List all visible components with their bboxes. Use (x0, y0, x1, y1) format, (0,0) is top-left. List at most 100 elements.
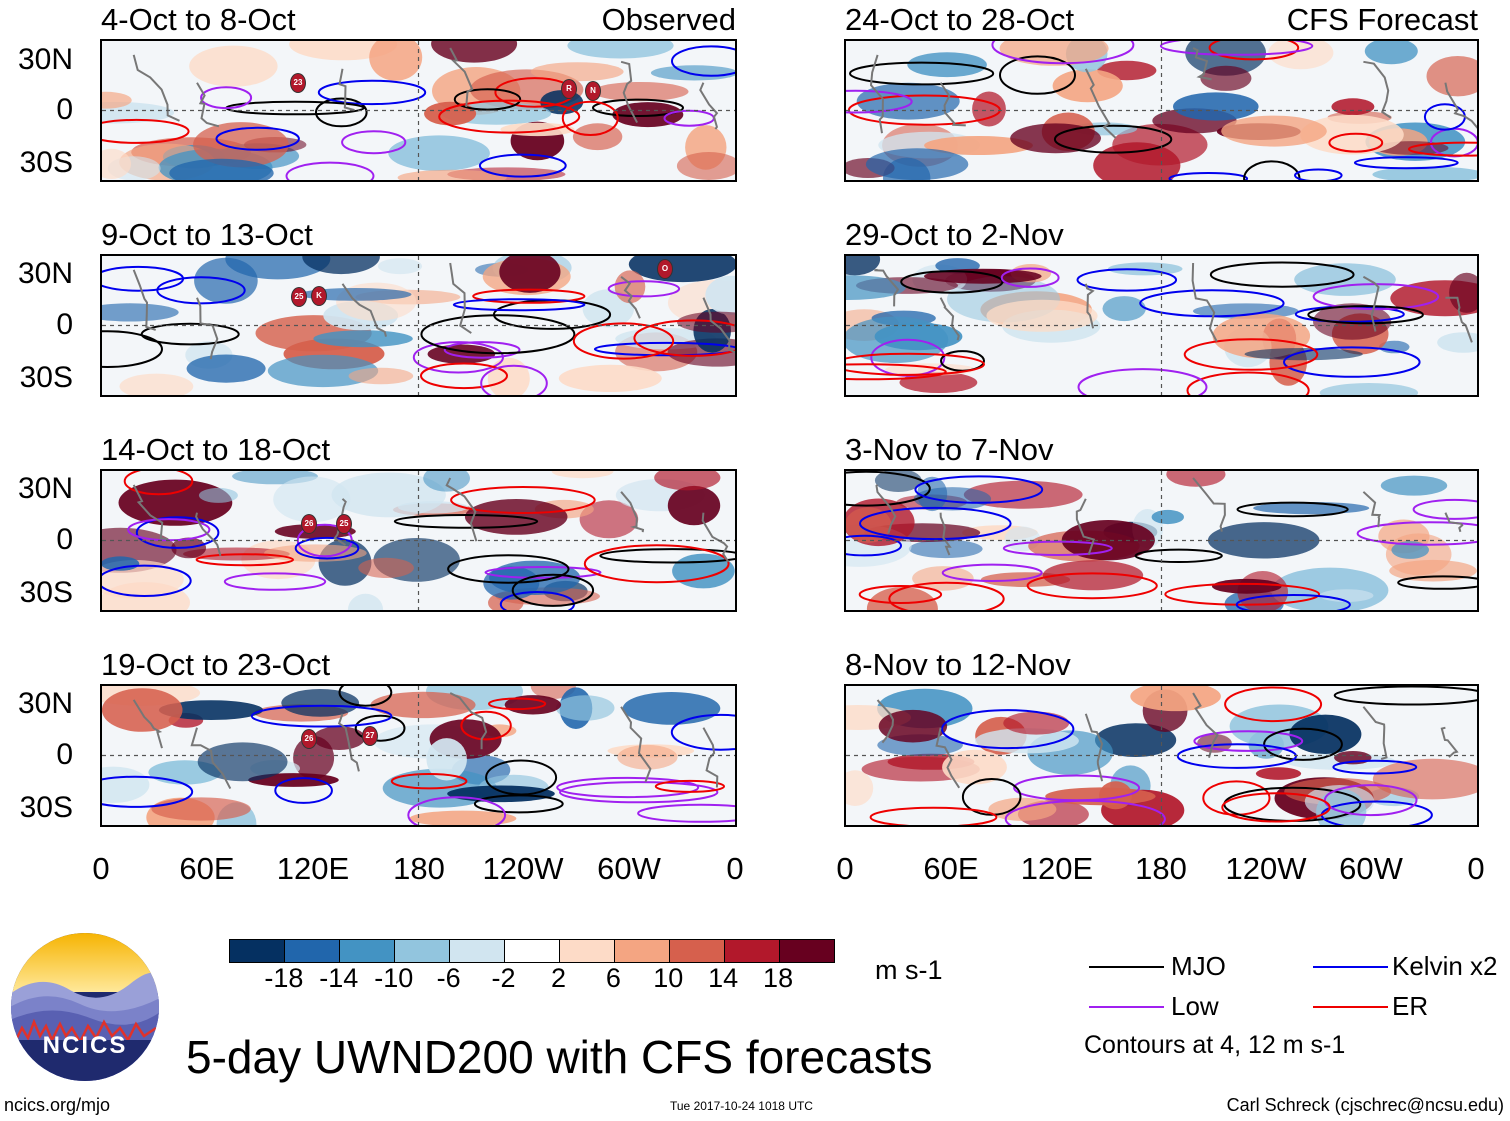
contour-line (561, 100, 619, 137)
panel-title-obs-1: 4-Oct to 8-Oct (101, 2, 296, 37)
legend-line-mjo (1089, 966, 1164, 968)
wind-anomaly-blob (102, 91, 132, 109)
wind-anomaly-blob (499, 256, 561, 293)
coastline (876, 692, 1459, 789)
contour-line (390, 773, 468, 790)
contour-line (637, 803, 735, 823)
wind-anomaly-blob (999, 41, 1109, 66)
contour-line (888, 581, 1005, 610)
contour-line (1407, 141, 1477, 157)
colorbar-tick-label: -18 (264, 963, 304, 993)
wind-anomaly-blob (650, 65, 735, 81)
contour-line (450, 486, 596, 514)
contour-line (859, 506, 1012, 541)
contour-line (1353, 156, 1459, 170)
contour-line (559, 781, 719, 804)
wind-anomaly-blob (1095, 723, 1177, 757)
contour-line (670, 713, 735, 751)
colorbar-swatch (230, 940, 285, 962)
contour-line (420, 314, 576, 355)
wind-anomaly-blob (369, 41, 423, 81)
wind-anomaly-blob (102, 688, 183, 732)
contour-line (478, 153, 567, 178)
contour-line (1077, 368, 1208, 395)
contour-line (914, 475, 1044, 504)
wind-anomaly-blob (1166, 471, 1226, 487)
map-forecast-1 (844, 39, 1479, 182)
wind-anomaly-blob (431, 41, 518, 63)
contour-line (1209, 261, 1355, 288)
contour-line (215, 126, 300, 151)
map-field (846, 471, 1477, 610)
contour-line (102, 564, 192, 597)
wind-anomaly-blob (988, 797, 1057, 821)
panel-title-fcst-1: 24-Oct to 28-Oct (845, 2, 1075, 37)
wind-anomaly-blob (347, 593, 384, 610)
contour-line (315, 97, 368, 128)
colorbar-tick-label: -6 (436, 963, 461, 993)
lon-label-0-end: 0 (726, 851, 744, 886)
wind-anomaly-blob (348, 367, 414, 385)
coastline (132, 692, 719, 790)
wind-anomaly-blob (267, 354, 379, 388)
wind-anomaly-blob (194, 257, 258, 304)
ncics-logo: NCICS (10, 932, 160, 1082)
wind-anomaly-blob (274, 524, 356, 539)
wind-anomaly-blob (151, 797, 251, 821)
legend-label-er: ER (1392, 991, 1429, 1021)
wind-anomaly-blob (273, 476, 351, 523)
tropical-storm-marker: 23 (290, 73, 306, 93)
wind-anomaly-blob (1151, 509, 1184, 525)
lon-label-60w: 60W (597, 851, 661, 886)
colorbar-tick-label: 10 (653, 963, 684, 993)
contour-line (1307, 305, 1424, 325)
map-field (846, 41, 1477, 180)
contour-line (1208, 41, 1300, 61)
contour-line (223, 572, 327, 591)
legend-line-low (1089, 1006, 1164, 1008)
map-observed-4 (100, 684, 737, 827)
contour-line (1236, 501, 1349, 518)
wind-anomaly-blob (1364, 41, 1418, 65)
contour-line (858, 585, 943, 604)
contour-line (393, 514, 539, 529)
colorbar-swatch (285, 940, 340, 962)
colorbar-swatch (780, 940, 834, 962)
contour-line (274, 777, 333, 804)
wind-anomaly-blob (299, 288, 412, 301)
wind-anomaly-blob (1102, 296, 1146, 322)
lon-label-180: 180 (1135, 851, 1187, 886)
contour-line (1356, 521, 1477, 546)
contour-line (1412, 498, 1477, 520)
wind-anomaly-blob (551, 471, 614, 479)
colorbar-swatch (450, 940, 505, 962)
colorbar-tick-label: 18 (763, 963, 794, 993)
map-forecast-4 (844, 684, 1479, 827)
legend-note: Contours at 4, 12 m s-1 (1084, 1031, 1346, 1059)
contour-line (991, 41, 1135, 65)
contour-line (473, 794, 564, 814)
wind-anomaly-blob (119, 373, 194, 395)
contour-line (1004, 799, 1166, 825)
wind-anomaly-blob (865, 148, 969, 180)
tropical-storm-marker: 26 (301, 729, 317, 749)
colorbar-swatch (670, 940, 725, 962)
wind-anomaly-blob (313, 726, 366, 750)
legend-line-er (1313, 1006, 1388, 1008)
wind-anomaly-blob (617, 744, 678, 770)
wind-anomaly-blob (913, 487, 992, 511)
wind-anomaly-blob (302, 256, 380, 275)
coastline (132, 47, 719, 130)
contour-line (846, 534, 902, 557)
contour-line (460, 710, 512, 741)
logo-text: NCICS (42, 1032, 128, 1059)
wind-anomaly-blob (530, 62, 624, 82)
panel-title-obs-2: 9-Oct to 13-Oct (101, 217, 313, 252)
wind-anomaly-blob (423, 471, 470, 492)
contour-line (1224, 686, 1323, 723)
contour-line (453, 88, 522, 111)
contour-line (102, 775, 194, 808)
lat-label-30n: 30N (17, 687, 73, 720)
lon-label-0-end: 0 (1467, 851, 1485, 886)
wind-anomaly-blob (313, 330, 413, 348)
